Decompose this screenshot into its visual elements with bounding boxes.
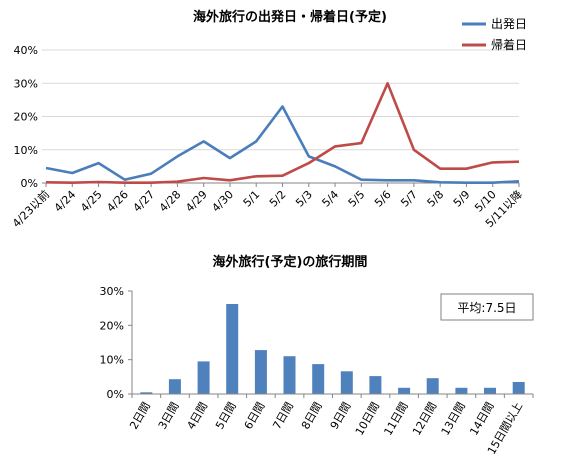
y-tick-label: 10% [14, 144, 38, 157]
x-tick-label: 9日間 [328, 400, 354, 432]
y-tick-label: 20% [14, 111, 38, 124]
line-chart-x-ticks: 4/23以前 4/24 4/25 4/26 4/27 4/28 4/29 4/30 5/1 5/2… [9, 183, 525, 230]
y-tick-label: 30% [100, 285, 124, 298]
x-tick-label: 5/2 [267, 188, 289, 210]
bar-chart-y-ticks: 0% 10% 20% 30% [100, 285, 133, 401]
x-tick-label: 4/24 [52, 188, 79, 215]
y-tick-label: 10% [100, 354, 124, 367]
bar [312, 364, 325, 394]
line-chart-legend: 出発日 帰着日 [462, 17, 527, 52]
x-tick-label: 5/6 [372, 188, 394, 210]
bar-chart-x-ticks: 2日間 3日間 4日間 5日間 6日間 7日間 8日間 9日間 10日間 11日間 12日間 13日間… [127, 394, 534, 457]
bar [426, 378, 439, 394]
x-tick-label: 2日間 [127, 400, 153, 432]
legend-label-return: 帰着日 [491, 37, 527, 52]
line-chart: 海外旅行の出発日・帰着日(予定) 0%10%20%30%40% 4/23以前 4/… [9, 9, 527, 230]
line-chart-gridlines [42, 49, 519, 184]
x-tick-label: 13日間 [439, 400, 468, 438]
bar [455, 387, 468, 394]
x-tick-label: 5/8 [425, 188, 447, 210]
bar [168, 379, 181, 394]
x-tick-label: 12日間 [410, 400, 439, 438]
x-tick-label: 4/28 [157, 188, 184, 215]
bar [484, 387, 496, 394]
x-tick-label: 4日間 [184, 400, 210, 432]
y-tick-label: 20% [100, 319, 124, 332]
y-tick-label: 0% [21, 177, 38, 190]
series-line-departure [45, 105, 520, 184]
line-chart-series [45, 82, 520, 184]
x-tick-label: 5/9 [451, 188, 473, 210]
legend-label-departure: 出発日 [491, 17, 527, 31]
x-tick-label: 4/25 [78, 188, 105, 215]
x-tick-label: 4/29 [183, 188, 210, 215]
average-annotation-text: 平均:7.5日 [457, 301, 516, 315]
x-tick-label: 5/3 [293, 188, 315, 210]
y-tick-label: 0% [107, 388, 124, 401]
x-tick-label: 4/30 [209, 188, 236, 215]
x-tick-label: 11日間 [381, 400, 410, 438]
bar [340, 371, 353, 394]
x-tick-label: 4/27 [131, 188, 158, 215]
x-tick-label: 5/1 [241, 188, 263, 210]
average-annotation: 平均:7.5日 [440, 293, 534, 321]
line-chart-y-ticks: 0% 10% 20% 30% 40% [14, 44, 38, 190]
average-annotation-box [440, 293, 534, 321]
x-tick-label: 5日間 [213, 400, 239, 432]
line-chart-title: 海外旅行の出発日・帰着日(予定) [193, 9, 387, 25]
bar [197, 361, 210, 394]
x-tick-label: 10日間 [353, 400, 382, 438]
y-tick-label: 30% [14, 77, 38, 90]
bar-chart-title: 海外旅行(予定)の旅行期間 [213, 254, 368, 270]
bar [512, 382, 525, 394]
x-tick-label: 7日間 [270, 400, 296, 432]
bar [140, 392, 153, 394]
x-tick-label: 3日間 [156, 400, 182, 432]
x-tick-label: 5/5 [346, 188, 368, 210]
x-tick-label: 8日間 [299, 400, 325, 432]
series-line-return [45, 82, 520, 184]
y-tick-label: 40% [14, 44, 38, 57]
bar [226, 304, 239, 394]
x-tick-label: 14日間 [467, 400, 496, 438]
x-tick-label: 5/4 [319, 188, 341, 210]
bar-chart: 海外旅行(予定)の旅行期間 0% 10% 20% 30% 2日間 3日間 4日間 5日間 6日… [100, 254, 534, 457]
x-tick-label: 6日間 [242, 400, 268, 432]
x-tick-label: 4/23以前 [9, 187, 52, 230]
bar [398, 387, 411, 394]
bar [369, 376, 382, 394]
bar [283, 356, 296, 394]
x-tick-label: 4/26 [104, 188, 131, 215]
x-tick-label: 5/7 [398, 188, 420, 210]
bar [254, 350, 267, 394]
